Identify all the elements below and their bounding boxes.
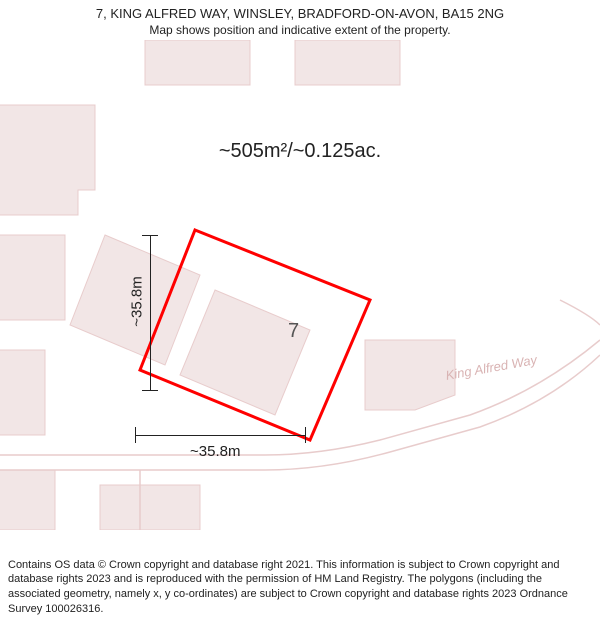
- horizontal-dimension-cap-left: [135, 427, 136, 443]
- building-shape: [180, 290, 310, 415]
- page: 7, KING ALFRED WAY, WINSLEY, BRADFORD-ON…: [0, 0, 600, 625]
- plot-number-label: 7: [288, 320, 299, 343]
- horizontal-dimension-label: ~35.8m: [190, 443, 240, 460]
- copyright-footer: Contains OS data © Crown copyright and d…: [8, 558, 592, 617]
- area-measurement-label: ~505m²/~0.125ac.: [0, 140, 600, 163]
- vertical-dimension: ~35.8m: [130, 235, 170, 390]
- map-area: ~505m²/~0.125ac. 7 ~35.8m ~35.8m King Al…: [0, 40, 600, 530]
- vertical-dimension-line: [150, 235, 151, 390]
- building-shape: [100, 485, 200, 530]
- building-shape: [0, 235, 65, 320]
- building-shape: [0, 350, 45, 435]
- building-shape: [365, 340, 455, 410]
- vertical-dimension-label: ~35.8m: [129, 276, 146, 326]
- road-line: [560, 300, 600, 325]
- vertical-dimension-cap-top: [142, 235, 158, 236]
- building-shape: [145, 40, 250, 85]
- map-svg: [0, 40, 600, 530]
- map-subtitle: Map shows position and indicative extent…: [0, 23, 600, 37]
- horizontal-dimension-cap-right: [305, 427, 306, 443]
- vertical-dimension-cap-bottom: [142, 390, 158, 391]
- building-shape: [0, 470, 55, 530]
- property-address-title: 7, KING ALFRED WAY, WINSLEY, BRADFORD-ON…: [0, 6, 600, 21]
- building-shape: [295, 40, 400, 85]
- horizontal-dimension: ~35.8m: [135, 425, 305, 455]
- header: 7, KING ALFRED WAY, WINSLEY, BRADFORD-ON…: [0, 6, 600, 37]
- horizontal-dimension-line: [135, 435, 305, 436]
